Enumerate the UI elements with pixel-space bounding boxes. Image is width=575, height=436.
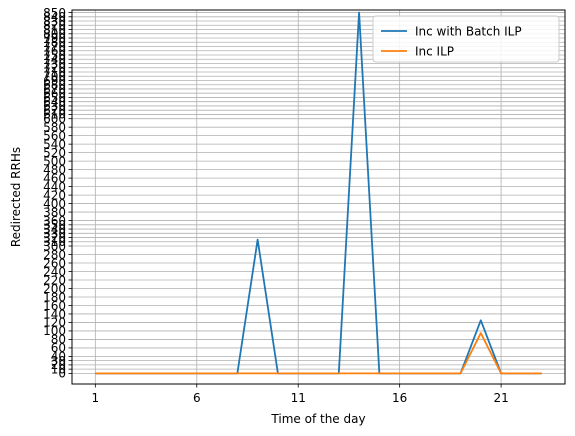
y-tick-label: 740	[43, 53, 66, 67]
y-tick-label: 0	[58, 367, 66, 381]
y-tick-label: 240	[43, 265, 66, 279]
y-tick-label: 800	[43, 27, 66, 41]
y-tick-label: 520	[43, 146, 66, 160]
y-tick-label: 850	[43, 6, 66, 20]
y-tick-label: 730	[43, 57, 66, 71]
y-tick-label: 360	[43, 214, 66, 228]
y-tick-label: 820	[43, 19, 66, 33]
x-axis-ticks: 1 6 11 16 21	[92, 384, 509, 405]
y-axis-ticks: 0102030406080100120140160180200220240260…	[43, 6, 72, 381]
y-tick-label: 10	[51, 362, 66, 376]
x-tick-label: 6	[193, 391, 201, 405]
y-tick-label: 60	[51, 341, 66, 355]
legend-entry: Inc ILP	[415, 44, 454, 58]
y-tick-label: 710	[43, 65, 66, 79]
y-tick-label: 480	[43, 163, 66, 177]
series-lines	[95, 11, 542, 375]
y-tick-label: 40	[51, 350, 66, 364]
y-tick-label: 380	[43, 205, 66, 219]
y-tick-label: 460	[43, 171, 66, 185]
plot-frame	[71, 9, 566, 385]
y-tick-label: 750	[43, 48, 66, 62]
y-tick-label: 700	[43, 70, 66, 84]
y-tick-label: 830	[43, 14, 66, 28]
y-tick-label: 540	[43, 137, 66, 151]
y-tick-label: 220	[43, 273, 66, 287]
y-tick-label: 580	[43, 120, 66, 134]
y-tick-label: 780	[43, 36, 66, 50]
y-tick-label: 650	[43, 91, 66, 105]
y-tick-label: 20	[51, 358, 66, 372]
y-tick-label: 610	[43, 108, 66, 122]
x-tick-label: 11	[291, 391, 306, 405]
y-tick-label: 260	[43, 256, 66, 270]
y-tick-label: 200	[43, 282, 66, 296]
x-tick-label: 16	[392, 391, 407, 405]
y-tick-label: 120	[43, 316, 66, 330]
y-tick-label: 810	[43, 23, 66, 37]
legend: Inc with Batch ILP Inc ILP	[372, 15, 560, 63]
series-line-2	[95, 332, 542, 375]
y-tick-label: 300	[43, 239, 66, 253]
y-tick-label: 790	[43, 31, 66, 45]
y-tick-label: 680	[43, 78, 66, 92]
y-tick-label: 840	[43, 10, 66, 24]
y-tick-label: 660	[43, 87, 66, 101]
y-tick-label: 280	[43, 248, 66, 262]
y-tick-label: 770	[43, 40, 66, 54]
y-tick-label: 100	[43, 324, 66, 338]
x-tick-label: 21	[493, 391, 508, 405]
y-tick-label: 760	[43, 44, 66, 58]
legend-entry: Inc with Batch ILP	[415, 24, 522, 38]
y-tick-label: 630	[43, 99, 66, 113]
y-tick-label: 30	[51, 354, 66, 368]
y-tick-label: 180	[43, 290, 66, 304]
y-tick-label: 310	[43, 235, 66, 249]
y-tick-label: 560	[43, 129, 66, 143]
y-tick-label: 330	[43, 227, 66, 241]
y-tick-label: 690	[43, 74, 66, 88]
y-tick-label: 600	[43, 112, 66, 126]
y-tick-label: 80	[51, 333, 66, 347]
x-axis-label: Time of the day	[270, 412, 365, 426]
y-tick-label: 400	[43, 197, 66, 211]
y-tick-label: 140	[43, 307, 66, 321]
y-tick-label: 720	[43, 61, 66, 75]
y-tick-label: 340	[43, 222, 66, 236]
y-tick-label: 420	[43, 188, 66, 202]
y-tick-label: 640	[43, 95, 66, 109]
y-tick-label: 500	[43, 154, 66, 168]
y-tick-label: 350	[43, 218, 66, 232]
legend-box	[372, 15, 560, 63]
y-tick-label: 160	[43, 299, 66, 313]
y-axis-label: Redirected RRHs	[9, 147, 23, 247]
y-tick-label: 320	[43, 231, 66, 245]
y-tick-label: 670	[43, 82, 66, 96]
y-tick-label: 620	[43, 103, 66, 117]
y-tick-label: 440	[43, 180, 66, 194]
x-tick-label: 1	[92, 391, 100, 405]
